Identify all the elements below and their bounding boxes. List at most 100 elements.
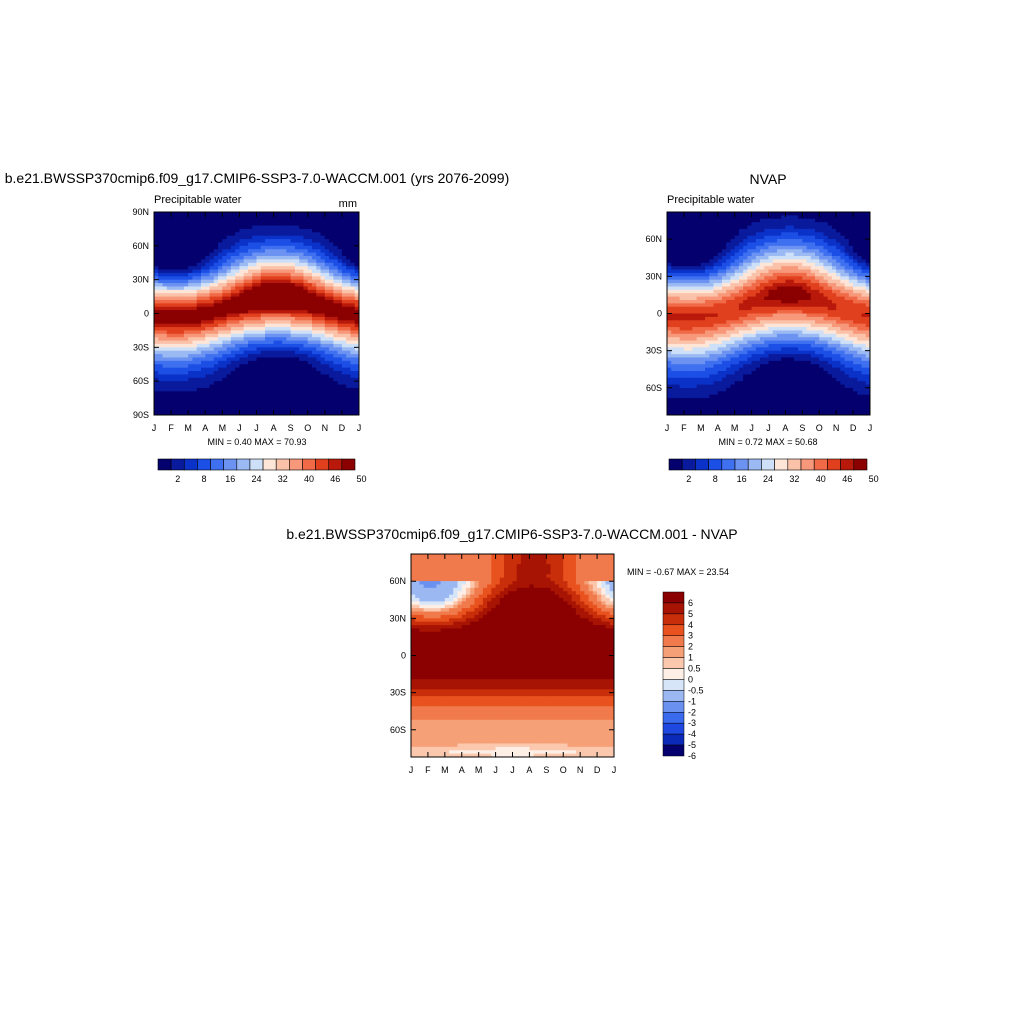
heatmap-cell bbox=[776, 296, 782, 301]
heatmap-cell bbox=[307, 367, 313, 372]
heatmap-cell bbox=[713, 299, 719, 304]
heatmap-cell bbox=[218, 364, 223, 369]
heatmap-cell bbox=[789, 374, 795, 379]
heatmap-cell bbox=[307, 228, 313, 233]
heatmap-cell bbox=[252, 249, 258, 254]
heatmap-cell bbox=[299, 327, 305, 332]
heatmap-cell bbox=[320, 327, 326, 332]
heatmap-cell bbox=[303, 384, 309, 389]
heatmap-cell bbox=[324, 360, 330, 365]
heatmap-cell bbox=[709, 330, 715, 335]
heatmap-cell bbox=[179, 262, 185, 267]
heatmap-cell bbox=[747, 259, 753, 264]
heatmap-cell bbox=[671, 377, 677, 382]
heatmap-cell bbox=[346, 245, 352, 250]
heatmap-cell bbox=[333, 337, 339, 342]
heatmap-cell bbox=[350, 340, 356, 345]
heatmap-cell bbox=[700, 279, 706, 284]
heatmap-cell bbox=[162, 374, 168, 379]
heatmap-cell bbox=[667, 327, 672, 332]
heatmap-cell bbox=[205, 242, 211, 247]
heatmap-cell bbox=[222, 293, 228, 298]
heatmap-cell bbox=[222, 299, 228, 304]
heatmap-cell bbox=[768, 411, 774, 415]
heatmap-cell bbox=[282, 374, 287, 379]
heatmap-cell bbox=[158, 228, 164, 233]
heatmap-cell bbox=[692, 404, 698, 409]
heatmap-cell bbox=[188, 347, 194, 352]
heatmap-cell bbox=[235, 391, 241, 396]
heatmap-cell bbox=[772, 327, 778, 332]
heatmap-cell bbox=[183, 387, 189, 392]
heatmap-cell bbox=[196, 408, 202, 413]
heatmap-cell bbox=[294, 303, 300, 308]
heatmap-cell bbox=[760, 313, 765, 318]
heatmap-cell bbox=[316, 299, 322, 304]
heatmap-cell bbox=[806, 343, 812, 348]
heatmap-cell bbox=[213, 303, 219, 308]
heatmap-cell bbox=[179, 293, 185, 298]
heatmap-cell bbox=[768, 313, 774, 318]
heatmap-cell bbox=[171, 286, 176, 291]
heatmap-cell bbox=[200, 337, 206, 342]
heatmap-cell bbox=[260, 316, 266, 321]
heatmap-cell bbox=[333, 232, 339, 237]
heatmap-cell bbox=[717, 337, 723, 342]
heatmap-cell bbox=[743, 371, 748, 375]
heatmap-cell bbox=[679, 316, 685, 321]
heatmap-cell bbox=[307, 350, 313, 355]
heatmap-cell bbox=[200, 350, 206, 355]
heatmap-cell bbox=[747, 266, 753, 271]
heatmap-cell bbox=[789, 228, 795, 233]
heatmap-cell bbox=[200, 279, 206, 284]
heatmap-cell bbox=[798, 354, 803, 359]
heatmap-cell bbox=[239, 272, 245, 277]
heatmap-cell bbox=[688, 333, 693, 338]
heatmap-cell bbox=[320, 296, 326, 301]
heatmap-cell bbox=[350, 330, 356, 335]
heatmap-cell bbox=[688, 408, 693, 413]
heatmap-cell bbox=[743, 347, 748, 352]
heatmap-cell bbox=[252, 354, 258, 359]
heatmap-cell bbox=[751, 306, 757, 311]
heatmap-cell bbox=[226, 299, 232, 304]
heatmap-cell bbox=[303, 232, 309, 237]
heatmap-cell bbox=[158, 337, 164, 342]
heatmap-cell bbox=[671, 408, 677, 413]
heatmap-cell bbox=[269, 374, 275, 379]
heatmap-cell bbox=[747, 239, 753, 244]
heatmap-cell bbox=[354, 262, 359, 267]
heatmap-cell bbox=[734, 337, 740, 342]
heatmap-cell bbox=[290, 279, 296, 284]
heatmap-cell bbox=[802, 411, 808, 415]
heatmap-cell bbox=[192, 411, 198, 415]
heatmap-cell bbox=[260, 218, 266, 223]
heatmap-cell bbox=[696, 327, 702, 332]
heatmap-cell bbox=[243, 225, 249, 230]
heatmap-cell bbox=[175, 398, 181, 403]
heatmap-cell bbox=[354, 360, 359, 365]
heatmap-cell bbox=[256, 360, 262, 365]
heatmap-cell bbox=[218, 249, 223, 254]
heatmap-cell bbox=[175, 330, 181, 335]
heatmap-cell bbox=[158, 212, 164, 216]
heatmap-cell bbox=[785, 279, 791, 284]
heatmap-cell bbox=[730, 387, 736, 392]
heatmap-cell bbox=[265, 276, 270, 281]
heatmap-cell bbox=[738, 316, 744, 321]
heatmap-cell bbox=[303, 245, 309, 250]
heatmap-cell bbox=[350, 283, 356, 288]
heatmap-cell bbox=[269, 350, 275, 355]
heatmap-cell bbox=[781, 255, 787, 260]
heatmap-cell bbox=[350, 286, 356, 291]
heatmap-cell bbox=[256, 222, 262, 227]
heatmap-cell bbox=[324, 313, 330, 318]
heatmap-cell bbox=[768, 218, 774, 223]
heatmap-cell bbox=[290, 235, 296, 240]
heatmap-cell bbox=[671, 225, 677, 230]
heatmap-cell bbox=[188, 252, 194, 257]
heatmap-cell bbox=[738, 225, 744, 230]
heatmap-cell bbox=[772, 364, 778, 369]
heatmap-cell bbox=[700, 374, 706, 379]
heatmap-cell bbox=[179, 299, 185, 304]
